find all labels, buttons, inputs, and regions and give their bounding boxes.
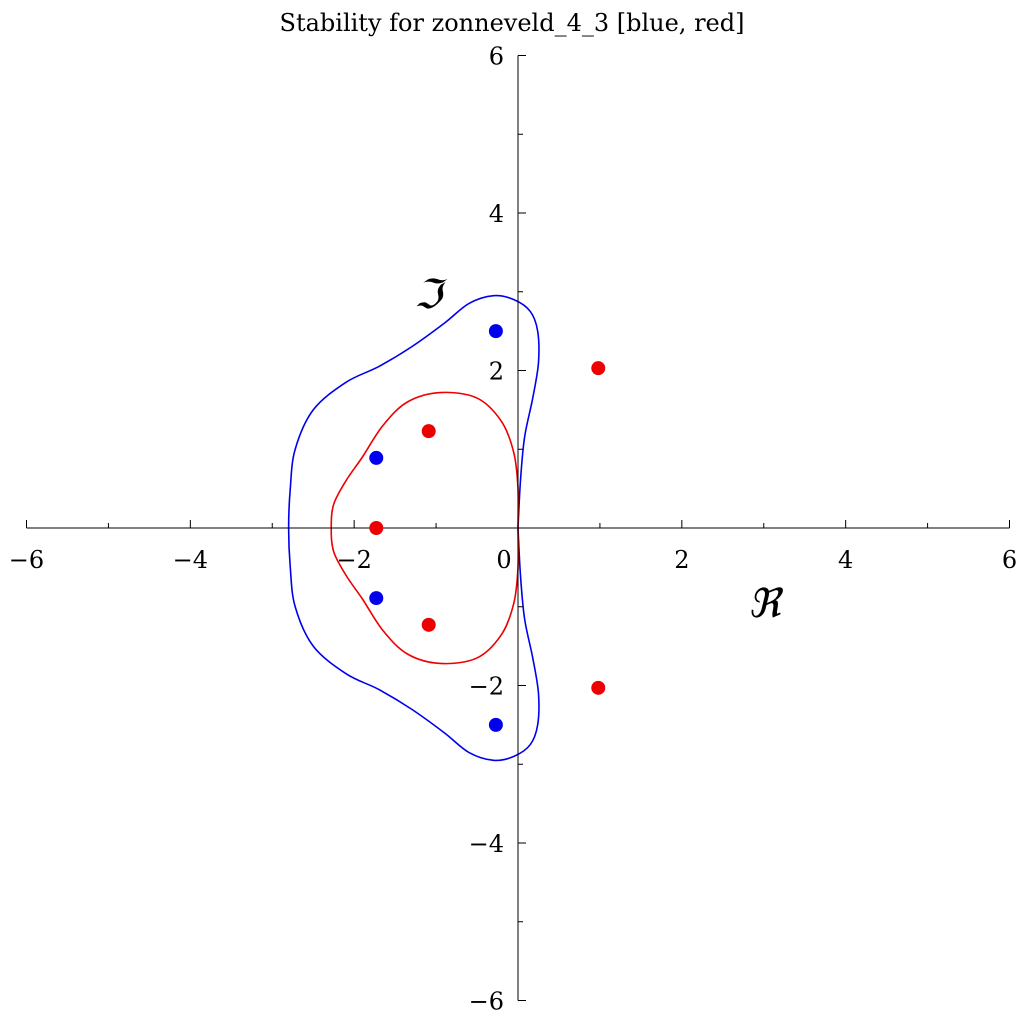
- x-axis-label: ℜ: [748, 581, 784, 627]
- blue-point: [369, 591, 384, 606]
- red-point: [591, 361, 606, 376]
- blue-point: [488, 717, 503, 732]
- blue-point: [488, 324, 503, 339]
- x-tick-label: 0: [496, 546, 511, 574]
- x-tick-label: −6: [9, 546, 44, 574]
- x-tick-label: 6: [1002, 546, 1017, 574]
- y-tick-label: 6: [489, 43, 504, 71]
- red-point: [369, 521, 384, 535]
- red-point: [421, 617, 436, 632]
- x-tick-label: 2: [674, 546, 689, 574]
- chart-title: Stability for zonneveld_4_3 [blue, red]: [280, 9, 745, 37]
- red-point: [591, 680, 606, 695]
- x-tick-label: 4: [838, 546, 853, 574]
- y-tick-label: 4: [489, 200, 504, 228]
- axes: −6 −4 −2 0 2 4 6 6 4 2 −2 −4 −6: [9, 43, 1017, 1016]
- red-point: [421, 424, 436, 439]
- blue-point: [369, 450, 384, 465]
- data-points: [369, 324, 606, 732]
- x-tick-label: −2: [336, 546, 371, 574]
- x-tick-label: −4: [173, 546, 208, 574]
- y-tick-label: 2: [489, 358, 504, 386]
- y-tick-label: −6: [469, 988, 504, 1016]
- y-axis-label: ℑ: [414, 272, 448, 318]
- y-tick-label: −4: [469, 830, 504, 858]
- y-tick-label: −2: [469, 673, 504, 701]
